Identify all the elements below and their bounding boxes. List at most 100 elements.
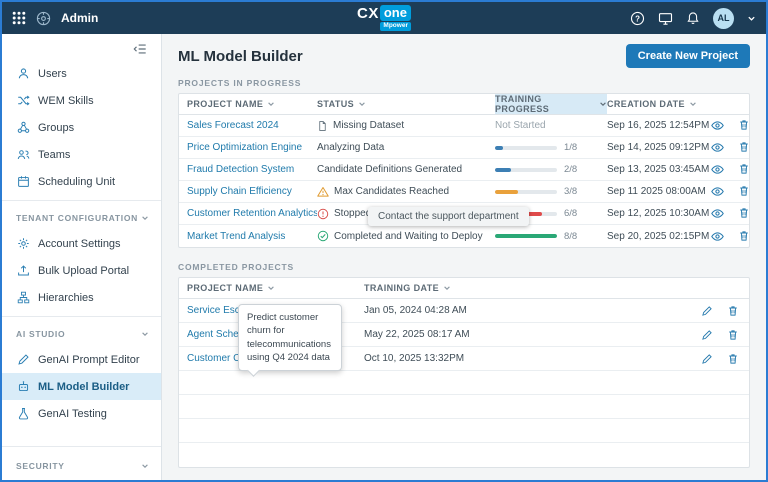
- app-launcher-icon[interactable]: [12, 11, 26, 25]
- flask-icon: [16, 407, 30, 420]
- sidebar-item-ml-model-builder[interactable]: ML Model Builder: [2, 373, 161, 400]
- table-row: Agent Schedul May 22, 2025 08:17 AM: [179, 323, 749, 347]
- sort-chevron-icon: [267, 100, 275, 108]
- progress-bar: [495, 167, 557, 172]
- table-header: PROJECT NAME STATUS TRAINING PROGRESS CR…: [179, 94, 749, 115]
- sidebar-item-users[interactable]: Users: [2, 60, 161, 87]
- notifications-bell-icon[interactable]: [686, 11, 700, 25]
- progress-fraction: 6/8: [564, 208, 578, 219]
- view-icon[interactable]: [711, 207, 724, 220]
- column-header-creation-date[interactable]: CREATION DATE: [607, 94, 711, 114]
- robot-icon: [16, 380, 30, 393]
- document-icon: [317, 120, 328, 132]
- project-link[interactable]: Sales Forecast 2024: [187, 120, 279, 131]
- sidebar-item-scheduling-unit[interactable]: Scheduling Unit: [2, 168, 161, 195]
- column-header-status[interactable]: STATUS: [317, 94, 495, 114]
- column-header-training-progress[interactable]: TRAINING PROGRESS: [495, 94, 607, 114]
- view-icon[interactable]: [711, 230, 724, 243]
- delete-icon[interactable]: [727, 353, 739, 365]
- groups-icon: [16, 121, 30, 134]
- collapse-sidebar-icon[interactable]: [133, 42, 147, 56]
- delete-icon[interactable]: [738, 163, 750, 176]
- skills-icon: [16, 94, 30, 107]
- sidebar-item-hierarchies[interactable]: Hierarchies: [2, 284, 161, 311]
- view-icon[interactable]: [711, 141, 724, 154]
- project-link[interactable]: Customer Retention Analytics: [187, 208, 317, 219]
- avatar[interactable]: AL: [713, 7, 734, 29]
- help-icon[interactable]: ?: [630, 11, 645, 26]
- column-header-training-date[interactable]: TRAINING DATE: [364, 278, 685, 298]
- divider: [2, 316, 161, 317]
- divider: [2, 200, 161, 201]
- warning-icon: [317, 186, 329, 198]
- progress-fraction: 8/8: [564, 230, 578, 242]
- calendar-icon: [16, 175, 30, 188]
- delete-icon[interactable]: [738, 230, 750, 243]
- progress-text: Not Started: [495, 120, 546, 131]
- delete-icon[interactable]: [727, 329, 739, 341]
- creation-date: Sep 11 2025 08:00AM: [607, 186, 706, 197]
- sidebar-item-groups[interactable]: Groups: [2, 114, 161, 141]
- sidebar-item-bulk-upload-portal[interactable]: Bulk Upload Portal: [2, 257, 161, 284]
- sidebar-item-wem-skills[interactable]: WEM Skills: [2, 87, 161, 114]
- sort-chevron-icon: [689, 100, 697, 108]
- status-text: Analyzing Data: [317, 142, 385, 153]
- admin-app-icon: [36, 11, 51, 26]
- project-link[interactable]: Agent Schedul: [187, 329, 253, 340]
- delete-icon[interactable]: [738, 141, 750, 154]
- sidebar-item-genai-testing[interactable]: GenAI Testing: [2, 400, 161, 427]
- user-icon: [16, 67, 30, 80]
- edit-icon[interactable]: [701, 305, 713, 317]
- support-tooltip: Contact the support department: [368, 207, 529, 226]
- delete-icon[interactable]: [738, 207, 750, 220]
- logo-mpower-badge: Mpower: [380, 22, 411, 31]
- delete-icon[interactable]: [727, 305, 739, 317]
- edit-icon[interactable]: [701, 329, 713, 341]
- progress-fraction: 3/8: [564, 186, 578, 197]
- creation-date: Sep 16, 2025 12:54PM: [607, 120, 710, 131]
- project-link[interactable]: Market Trend Analysis: [187, 230, 286, 242]
- sort-chevron-icon: [599, 100, 607, 108]
- sidebar-item-account-settings[interactable]: Account Settings: [2, 230, 161, 257]
- main-content: ML Model Builder Create New Project PROJ…: [162, 34, 766, 480]
- view-icon[interactable]: [711, 163, 724, 176]
- chevron-down-icon[interactable]: [747, 14, 756, 23]
- create-new-project-button[interactable]: Create New Project: [625, 44, 750, 68]
- table-row: Supply Chain Efficiency Max Candidates R…: [179, 181, 749, 203]
- creation-date: Sep 14, 2025 09:12PM: [607, 142, 710, 153]
- topbar: Admin CX one Mpower ? AL: [2, 2, 766, 34]
- sidebar-item-genai-prompt-editor[interactable]: GenAI Prompt Editor: [2, 346, 161, 373]
- sidebar-item-label: GenAI Testing: [38, 407, 107, 420]
- empty-row: [179, 443, 749, 467]
- monitor-icon[interactable]: [658, 11, 673, 26]
- project-link[interactable]: Price Optimization Engine: [187, 142, 303, 153]
- sidebar-item-label: Users: [38, 67, 67, 80]
- sort-chevron-icon: [267, 284, 275, 292]
- table-row: Price Optimization Engine Analyzing Data…: [179, 137, 749, 159]
- view-icon[interactable]: [711, 119, 724, 132]
- column-header-project-name[interactable]: PROJECT NAME: [179, 278, 364, 298]
- project-link[interactable]: Service Escalat: [187, 305, 256, 316]
- column-header-project-name[interactable]: PROJECT NAME: [179, 94, 317, 114]
- error-icon: [317, 208, 329, 220]
- project-link[interactable]: Fraud Detection System: [187, 164, 295, 175]
- empty-row: [179, 395, 749, 419]
- delete-icon[interactable]: [738, 119, 750, 132]
- teams-icon: [16, 148, 30, 161]
- progress-bar: [495, 189, 557, 194]
- training-date: Oct 10, 2025 13:32PM: [364, 353, 465, 364]
- sort-chevron-icon: [443, 284, 451, 292]
- view-icon[interactable]: [711, 185, 724, 198]
- sidebar-item-label: WEM Skills: [38, 94, 94, 107]
- section-tenant-configuration[interactable]: TENANT CONFIGURATION: [2, 206, 161, 230]
- sidebar-item-label: Scheduling Unit: [38, 175, 116, 188]
- section-ai-studio[interactable]: AI STUDIO: [2, 322, 161, 346]
- section-security[interactable]: SECURITY: [2, 452, 161, 480]
- project-link[interactable]: Supply Chain Efficiency: [187, 186, 292, 197]
- table-row: Service Escalat Jan 05, 2024 04:28 AM: [179, 299, 749, 323]
- sidebar-item-teams[interactable]: Teams: [2, 141, 161, 168]
- delete-icon[interactable]: [738, 185, 750, 198]
- edit-icon[interactable]: [701, 353, 713, 365]
- logo-one-badge: one: [379, 5, 411, 21]
